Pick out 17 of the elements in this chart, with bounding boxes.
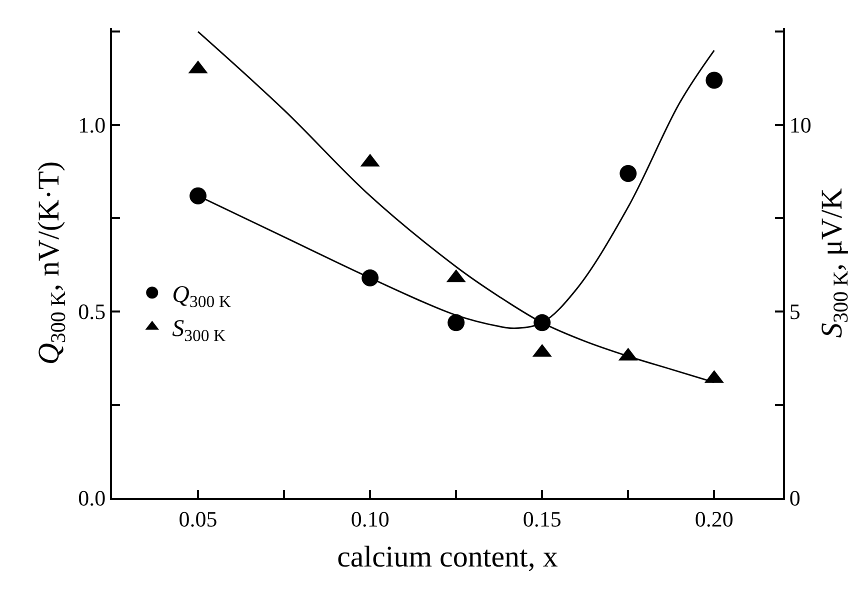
y2-tick-label: 5 (789, 299, 800, 324)
x-tick-label: 0.10 (350, 506, 390, 532)
x-tick-label: 0.15 (522, 506, 562, 532)
legend-label: Q$_{300 K}$ (172, 282, 231, 311)
legend-label: S$_{300 K}$ (172, 316, 226, 346)
y-tick-label: 0.5 (78, 299, 106, 324)
y-tick-label: 0.0 (78, 486, 106, 511)
x-axis-title: calcium content, x (337, 540, 558, 574)
point (448, 314, 465, 332)
y2-tick-label: 10 (789, 112, 812, 138)
x-tick-label: 0.05 (178, 506, 218, 532)
x-tick-label: 0.20 (694, 506, 734, 532)
y2-tick-label: 0 (789, 486, 800, 511)
point (190, 187, 207, 204)
y-tick-label: 1.0 (78, 112, 106, 138)
point (706, 72, 723, 89)
point (620, 164, 637, 182)
